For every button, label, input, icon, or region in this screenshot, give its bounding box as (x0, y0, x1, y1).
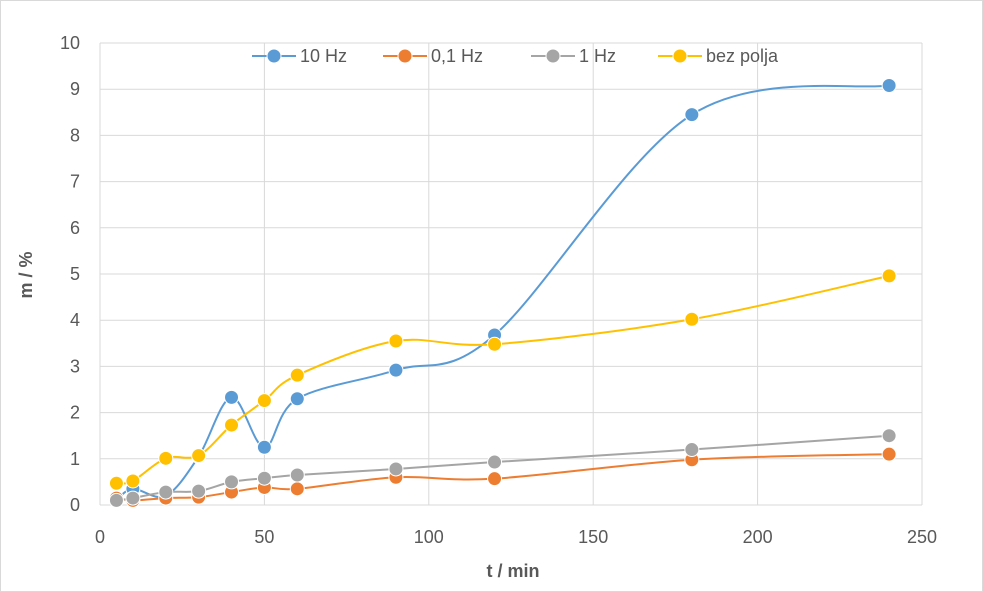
data-point-10-hz (388, 362, 404, 378)
data-point-10-hz (684, 107, 700, 123)
series-1-hz (108, 428, 897, 508)
data-point-1-hz (684, 442, 700, 458)
series-line-10-hz (115, 84, 890, 502)
x-tick-label: 250 (907, 527, 937, 547)
x-tick-label: 100 (414, 527, 444, 547)
data-point-bez-polja (224, 417, 240, 433)
y-tick-labels: 0 1 2 3 4 5 6 7 8 9 10 (60, 33, 80, 515)
data-point-10-hz (256, 439, 272, 455)
data-point-bez-polja (125, 473, 141, 489)
data-point-bez-polja (881, 268, 897, 284)
y-tick-label: 1 (70, 449, 80, 469)
x-tick-labels: 0 50 100 150 200 250 (95, 527, 937, 547)
series-group (108, 78, 897, 508)
data-point-1-hz (487, 454, 503, 470)
data-point-10-hz (224, 389, 240, 405)
data-point-bez-polja (289, 367, 305, 383)
legend-marker (266, 48, 282, 64)
data-point-bez-polja (684, 311, 700, 327)
legend: 10 Hz 0,1 Hz 1 Hz bez polja (252, 46, 779, 66)
legend-entry-1-hz: 1 Hz (531, 46, 616, 66)
data-point-0-1-hz (487, 471, 503, 487)
legend-label: 10 Hz (300, 46, 347, 66)
y-tick-label: 6 (70, 218, 80, 238)
legend-entry-bez-polja: bez polja (658, 46, 779, 66)
legend-marker (545, 48, 561, 64)
data-point-bez-polja (108, 475, 124, 491)
x-tick-label: 200 (743, 527, 773, 547)
legend-label: 1 Hz (579, 46, 616, 66)
x-tick-label: 50 (254, 527, 274, 547)
legend-marker (397, 48, 413, 64)
y-tick-label: 3 (70, 356, 80, 376)
data-point-1-hz (158, 484, 174, 500)
data-point-bez-polja (158, 450, 174, 466)
data-point-0-1-hz (881, 446, 897, 462)
y-axis-title: m / % (16, 251, 36, 298)
data-point-bez-polja (388, 333, 404, 349)
data-point-1-hz (289, 467, 305, 483)
x-axis-title: t / min (487, 561, 540, 581)
y-tick-label: 9 (70, 79, 80, 99)
data-point-10-hz (289, 391, 305, 407)
y-tick-label: 7 (70, 172, 80, 192)
data-point-1-hz (191, 483, 207, 499)
series-line-bez-polja (116, 274, 890, 485)
y-tick-label: 10 (60, 33, 80, 53)
data-point-bez-polja (191, 448, 207, 464)
series-bez-polja (108, 268, 897, 491)
legend-label: 0,1 Hz (431, 46, 483, 66)
legend-entry-10-hz: 10 Hz (252, 46, 347, 66)
legend-marker (672, 48, 688, 64)
data-point-1-hz (881, 428, 897, 444)
data-point-1-hz (388, 461, 404, 477)
y-tick-label: 4 (70, 310, 80, 330)
gridlines (99, 42, 923, 506)
data-point-10-hz (881, 78, 897, 94)
y-tick-label: 5 (70, 264, 80, 284)
data-point-1-hz (125, 490, 141, 506)
x-tick-label: 150 (578, 527, 608, 547)
x-tick-label: 0 (95, 527, 105, 547)
y-tick-label: 2 (70, 403, 80, 423)
data-point-1-hz (256, 470, 272, 486)
data-point-bez-polja (487, 336, 503, 352)
legend-label: bez polja (706, 46, 779, 66)
data-point-1-hz (108, 492, 124, 508)
y-tick-label: 0 (70, 495, 80, 515)
data-point-bez-polja (256, 393, 272, 409)
data-point-1-hz (224, 474, 240, 490)
legend-entry-0-1-hz: 0,1 Hz (383, 46, 483, 66)
data-point-0-1-hz (289, 481, 305, 497)
y-tick-label: 8 (70, 125, 80, 145)
